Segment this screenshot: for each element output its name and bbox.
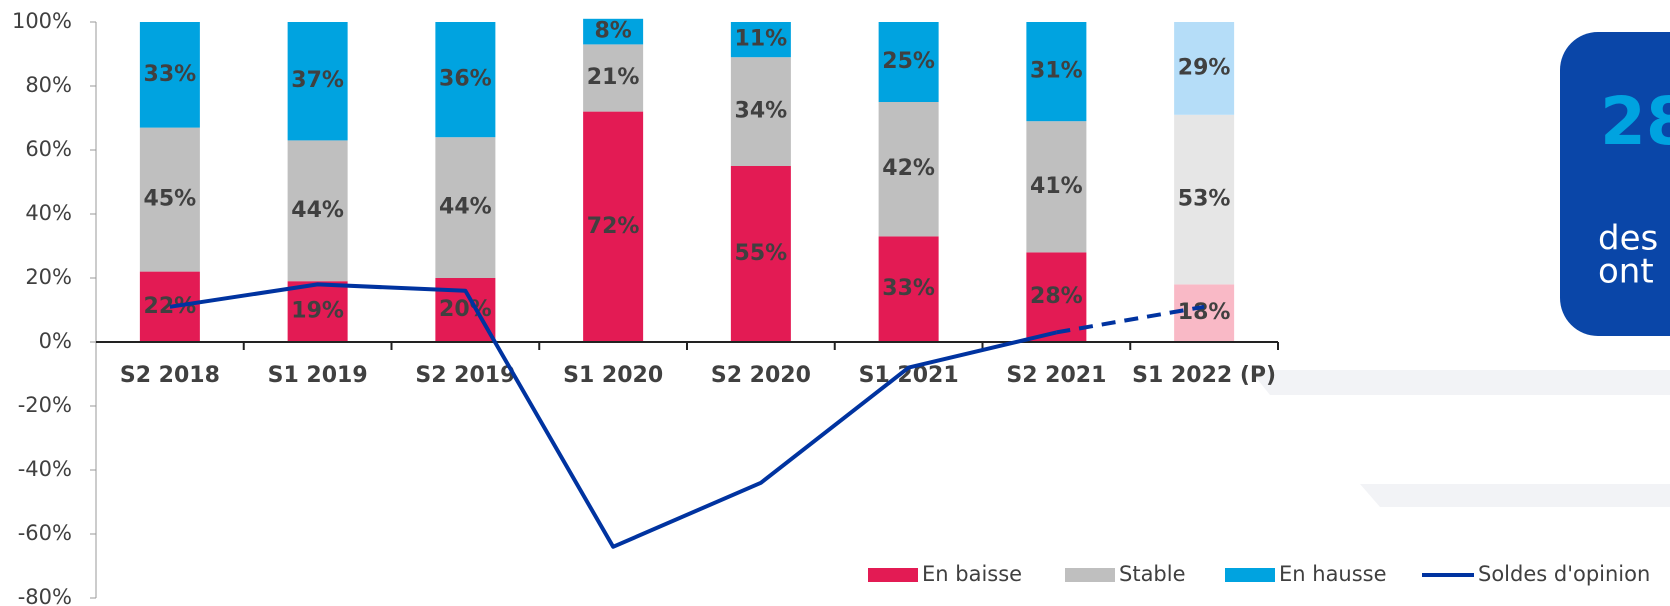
x-tick-label: S2 2018 <box>120 363 220 388</box>
bar-segment <box>730 166 791 342</box>
callout-number: 28 <box>1600 83 1670 160</box>
y-tick-label: -20% <box>18 393 72 417</box>
value-label: 29% <box>1178 55 1231 80</box>
bar-segment <box>287 140 348 282</box>
legend-swatch <box>868 568 918 582</box>
legend-swatch <box>1065 568 1115 582</box>
value-label: 37% <box>291 68 344 93</box>
value-label: 72% <box>587 214 640 239</box>
value-label: 44% <box>291 198 344 223</box>
x-tick-label: S1 2020 <box>563 363 663 388</box>
bar-segment <box>730 22 791 58</box>
bar-segment <box>139 127 200 272</box>
bar-segment <box>730 57 791 167</box>
x-tick-label: S2 2021 <box>1006 363 1106 388</box>
bar-segment <box>878 102 939 237</box>
background-band <box>1360 484 1670 507</box>
legend-label: Soldes d'opinion <box>1478 562 1650 586</box>
value-label: 31% <box>1030 59 1083 84</box>
value-label: 21% <box>587 65 640 90</box>
value-label: 19% <box>291 299 344 324</box>
x-tick-label: S2 2020 <box>711 363 811 388</box>
value-label: 53% <box>1178 187 1231 212</box>
bar-segment <box>583 111 644 342</box>
value-label: 18% <box>1178 300 1231 325</box>
value-label: 41% <box>1030 174 1083 199</box>
value-label: 33% <box>144 62 197 87</box>
y-tick-label: -40% <box>18 457 72 481</box>
legend-label: Stable <box>1119 562 1186 586</box>
value-label: 34% <box>735 99 788 124</box>
bar-segment <box>435 22 496 138</box>
x-tick-label: S1 2019 <box>268 363 368 388</box>
value-label: 11% <box>735 27 788 52</box>
y-tick-label: 100% <box>12 9 72 33</box>
bar-segment <box>583 44 644 112</box>
bar-segment <box>878 236 939 342</box>
value-label: 8% <box>594 19 631 44</box>
callout-box <box>1560 32 1670 336</box>
legend-swatch <box>1225 568 1275 582</box>
bar-segment <box>1026 121 1087 253</box>
bar-segment <box>1174 114 1235 285</box>
value-label: 45% <box>144 187 197 212</box>
line-series <box>169 282 1057 549</box>
x-tick-label: S2 2019 <box>415 363 515 388</box>
bar-segment <box>1174 284 1235 342</box>
value-label: 42% <box>882 156 935 181</box>
bar-segment <box>583 18 644 45</box>
bar-segment <box>1026 252 1087 342</box>
y-tick-label: 60% <box>25 137 72 161</box>
background-band <box>1250 370 1670 395</box>
y-tick-label: -60% <box>18 521 72 545</box>
value-label: 55% <box>735 241 788 266</box>
y-tick-label: 80% <box>25 73 72 97</box>
y-tick-label: 40% <box>25 201 72 225</box>
y-tick-label: -80% <box>18 585 72 606</box>
value-label: 28% <box>1030 284 1083 309</box>
bar-segment <box>1026 22 1087 122</box>
callout-text: des <box>1598 219 1658 259</box>
legend-label: En hausse <box>1279 562 1387 586</box>
legend-label: En baisse <box>922 562 1022 586</box>
bar-segment <box>878 22 939 102</box>
y-tick-label: 20% <box>25 265 72 289</box>
bar-segment <box>287 22 348 141</box>
y-tick-label: 0% <box>39 329 72 353</box>
value-label: 33% <box>882 276 935 301</box>
bar-segment <box>1174 22 1235 115</box>
line-series-projection <box>1056 304 1205 335</box>
value-label: 20% <box>439 297 492 322</box>
callout-text: ont <box>1598 252 1654 292</box>
bar-segment <box>435 137 496 278</box>
x-tick-label: S1 2022 (P) <box>1132 363 1276 388</box>
bar-segment <box>287 281 348 342</box>
value-label: 25% <box>882 49 935 74</box>
value-label: 36% <box>439 67 492 92</box>
value-label: 44% <box>439 195 492 220</box>
bar-segment <box>139 22 200 128</box>
